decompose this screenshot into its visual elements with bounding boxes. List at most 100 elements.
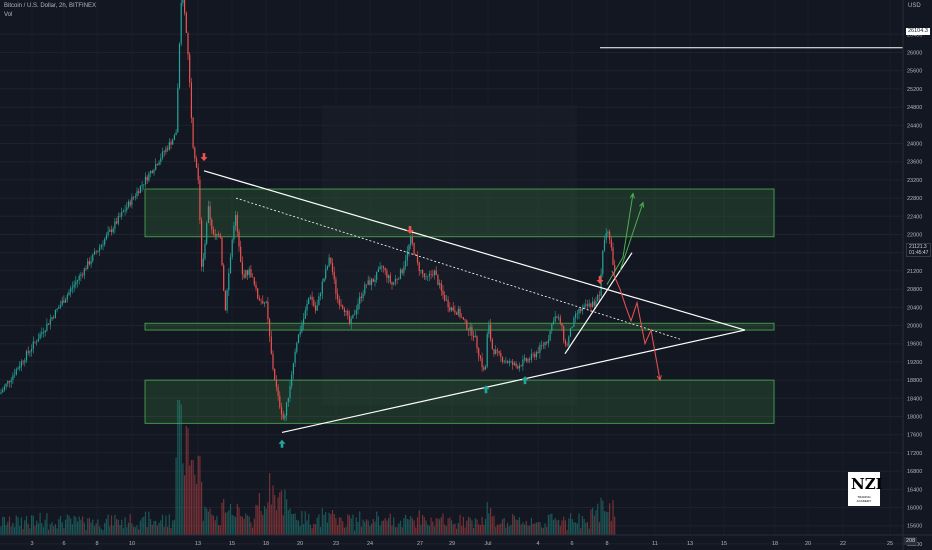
volume-bar xyxy=(284,489,286,535)
candle-body xyxy=(240,246,242,263)
candle-body xyxy=(462,317,464,320)
volume-bar xyxy=(105,518,107,535)
volume-bar xyxy=(165,515,167,535)
volume-bar xyxy=(459,514,461,535)
candle-body xyxy=(547,340,549,344)
volume-bar xyxy=(238,507,240,535)
trendlines[interactable] xyxy=(203,170,746,434)
candle-body xyxy=(405,260,407,267)
volume-bar xyxy=(214,520,216,535)
candle-body xyxy=(525,358,527,362)
candle-body xyxy=(610,239,612,248)
logo-mark: NZI xyxy=(851,475,883,493)
volume-bar xyxy=(160,520,162,535)
candle-body xyxy=(439,283,441,285)
volume-bar xyxy=(510,524,512,535)
candle-body xyxy=(500,353,502,357)
candle-body xyxy=(36,341,38,343)
volume-bar xyxy=(483,524,485,535)
candle-body xyxy=(544,342,546,346)
volume-bar xyxy=(410,515,412,535)
volume-bar xyxy=(547,514,549,535)
candle-body xyxy=(432,274,434,276)
volume-bar xyxy=(206,508,208,535)
volume-bar xyxy=(513,515,515,535)
volume-bar xyxy=(143,516,145,535)
price-tick-label: 18800 xyxy=(907,378,922,384)
down-arrow-icon xyxy=(200,153,208,162)
volume-bar xyxy=(102,530,104,535)
volume-bar xyxy=(360,526,362,535)
candle-body xyxy=(575,313,577,318)
candle-body xyxy=(25,351,28,361)
volume-bar xyxy=(88,517,90,535)
candle-body xyxy=(134,196,136,198)
volume-bar xyxy=(287,510,289,535)
price-tick-label: 20400 xyxy=(907,305,922,311)
volume-bar xyxy=(37,523,39,535)
candle-body xyxy=(90,260,92,265)
candle-body xyxy=(474,336,476,338)
volume-bar xyxy=(439,519,441,535)
volume-bar xyxy=(478,524,480,535)
volume-bar xyxy=(464,527,466,535)
volume-bar xyxy=(82,516,84,535)
volume-bar xyxy=(571,519,573,535)
symbol-title: Bitcoin / U.S. Dollar, 2h, BITFINEX xyxy=(4,3,97,9)
candle-body xyxy=(325,269,327,279)
volume-bar xyxy=(331,509,334,535)
candle-body xyxy=(391,282,393,285)
candle-body xyxy=(204,243,206,259)
candle-body xyxy=(304,310,306,319)
volume-bar xyxy=(508,526,510,535)
volume-bar xyxy=(221,502,223,535)
candle-body xyxy=(437,275,439,285)
candle-body xyxy=(435,270,437,276)
volume-bar xyxy=(388,518,390,535)
volume-bar xyxy=(187,428,189,535)
timezone-badge[interactable]: 208 xyxy=(904,537,918,545)
candle-body xyxy=(44,330,46,333)
volume-bar xyxy=(34,525,36,535)
price-tick-label: 24800 xyxy=(907,105,922,111)
candle-body xyxy=(556,316,558,318)
volume-bar xyxy=(97,519,99,535)
volume-bar xyxy=(522,522,524,535)
volume-bar xyxy=(435,518,437,535)
candle-body xyxy=(263,302,266,304)
time-axis[interactable]: 3 6 8 10 13 15 18 20 23 24 27 29 Jul 4 6 8 11 13 15 18 20 22 2… xyxy=(30,541,893,547)
candle-body xyxy=(335,279,337,294)
volume-bar xyxy=(150,519,152,535)
candle-body xyxy=(110,229,113,233)
candle-body xyxy=(598,295,600,296)
candle-body xyxy=(612,247,614,265)
volume-bar xyxy=(525,520,527,535)
volume-bar xyxy=(576,523,578,535)
volume-bar xyxy=(542,527,544,535)
volume-bar xyxy=(282,515,284,535)
candle-body xyxy=(471,326,473,336)
candle-body xyxy=(272,353,274,370)
candle-body xyxy=(39,334,41,339)
volume-bar xyxy=(583,518,585,535)
volume-bar xyxy=(575,522,577,535)
volume-bar xyxy=(144,511,147,535)
candle-body xyxy=(564,340,566,345)
candle-body xyxy=(576,313,578,315)
price-axis[interactable]: 1520015600160001640016800172001760018000… xyxy=(907,32,922,548)
volume-bar xyxy=(201,481,203,535)
candle-body xyxy=(320,293,322,297)
candle-body xyxy=(114,221,116,229)
candle-body xyxy=(552,321,555,325)
volume-bar xyxy=(376,511,378,535)
volume-bar xyxy=(355,517,357,535)
volume-bar xyxy=(110,515,113,535)
candle-body xyxy=(68,291,70,296)
candle-body xyxy=(190,82,192,118)
candle-body xyxy=(99,247,101,251)
candle-body xyxy=(235,215,237,226)
price-tick-label: 18400 xyxy=(907,396,922,402)
candle-body xyxy=(241,262,243,275)
volume-bar xyxy=(309,524,311,535)
